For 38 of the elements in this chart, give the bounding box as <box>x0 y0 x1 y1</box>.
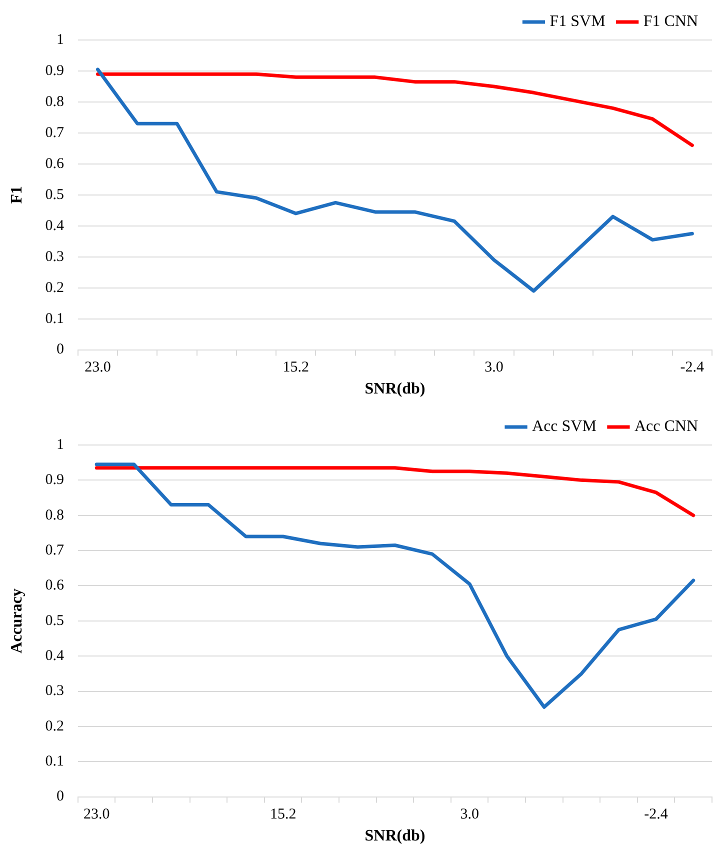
y-axis-title: F1 <box>8 186 26 204</box>
legend-label: F1 CNN <box>643 13 698 30</box>
y-tick-label: 0.7 <box>45 124 64 141</box>
y-tick-label: 0 <box>56 342 64 358</box>
y-tick-label: 0.5 <box>45 186 64 203</box>
y-tick-label: 0.6 <box>45 156 64 172</box>
y-tick-label: 0.1 <box>45 754 64 770</box>
x-tick-label: 23.0 <box>84 360 111 376</box>
x-tick-label: 3.0 <box>460 806 479 823</box>
legend-label: F1 SVM <box>550 13 606 30</box>
y-tick-label: 0.9 <box>45 62 64 79</box>
y-axis-title: Accuracy <box>8 588 26 654</box>
legend-label: Acc CNN <box>634 418 698 436</box>
x-axis-title: SNR(db) <box>364 380 426 398</box>
y-tick-label: 0.8 <box>45 507 64 524</box>
y-tick-label: 0.1 <box>45 310 64 327</box>
x-tick-label: 3.0 <box>484 360 504 376</box>
x-tick-label: -2.4 <box>680 360 705 376</box>
x-tick-label: 23.0 <box>83 806 110 823</box>
y-tick-label: 0.5 <box>45 612 64 629</box>
y-tick-label: 0.7 <box>45 542 64 558</box>
x-tick-label: 15.2 <box>282 360 310 376</box>
y-tick-label: 0.3 <box>45 683 64 700</box>
y-tick-label: 1 <box>56 436 64 453</box>
y-tick-label: 0.6 <box>45 578 64 594</box>
y-tick-label: 0 <box>56 788 64 805</box>
y-tick-label: 0.3 <box>45 248 64 265</box>
x-tick-label: 15.2 <box>270 806 296 823</box>
x-tick-label: -2.4 <box>644 806 668 823</box>
x-axis-title: SNR(db) <box>364 828 426 845</box>
y-tick-label: 0.8 <box>45 94 64 110</box>
legend-label: Acc SVM <box>532 418 596 436</box>
y-tick-label: 0.2 <box>45 280 64 296</box>
y-tick-label: 0.9 <box>45 472 64 488</box>
y-tick-label: 0.4 <box>45 648 64 664</box>
y-tick-label: 1 <box>56 32 64 48</box>
y-tick-label: 0.4 <box>45 218 64 234</box>
y-tick-label: 0.2 <box>45 718 64 734</box>
